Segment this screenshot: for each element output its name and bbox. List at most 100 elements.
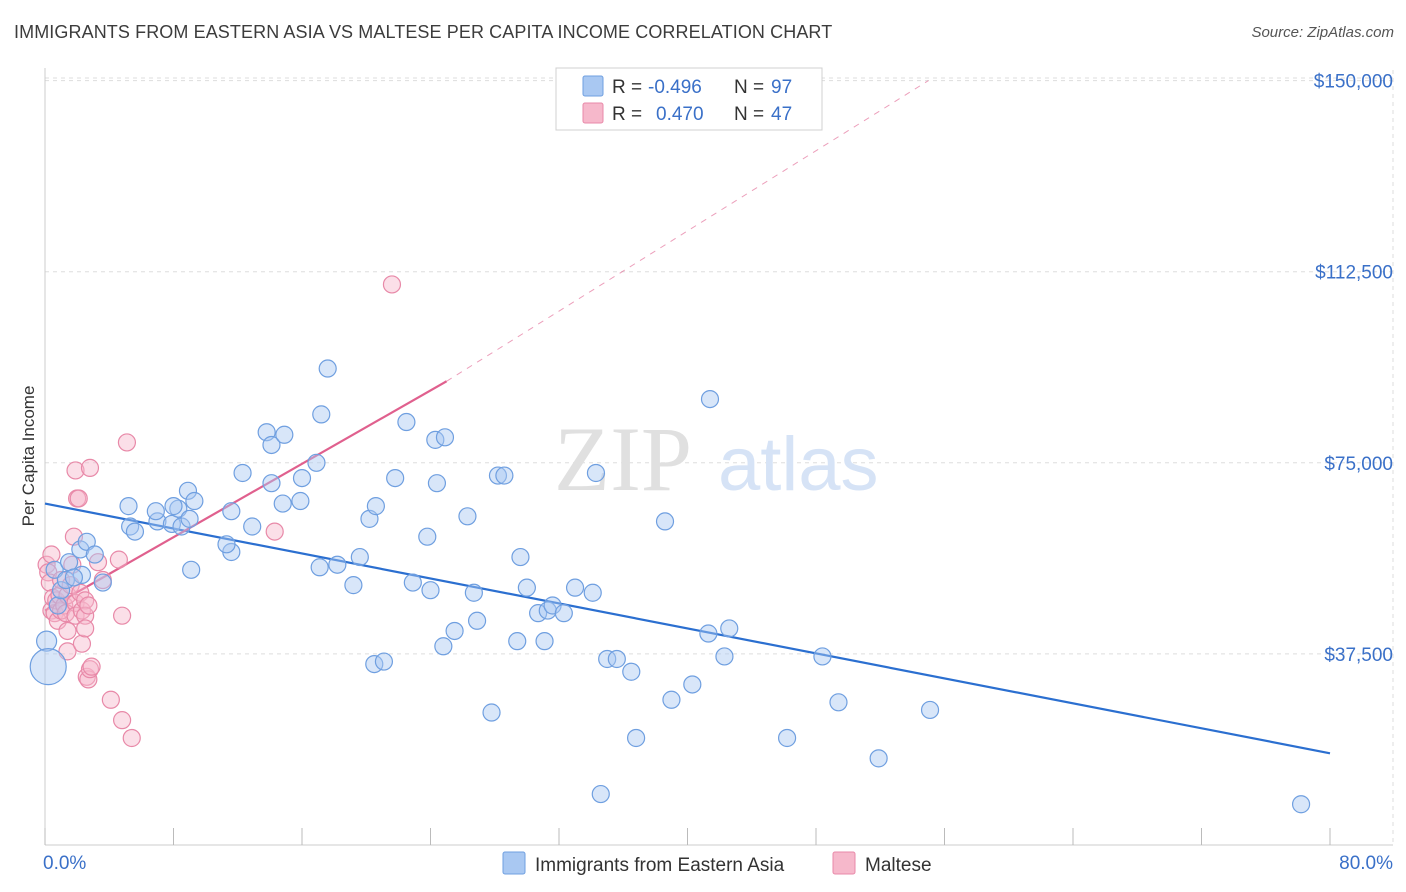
eastern-asia-point: [350, 547, 369, 567]
eastern-asia-point: [51, 581, 71, 600]
maltese-point: [101, 690, 120, 709]
eastern-asia-point: [869, 749, 888, 768]
eastern-asia-point: [622, 662, 641, 681]
eastern-asia-point: [586, 463, 606, 483]
eastern-asia-point: [1291, 795, 1311, 814]
eastern-asia-point: [64, 568, 84, 587]
maltese-point: [51, 601, 71, 620]
watermark: ZIP atlas: [554, 408, 879, 510]
eastern-asia-point: [607, 649, 626, 669]
legend-n-value: 97: [771, 77, 792, 98]
eastern-asia-point: [583, 583, 602, 602]
eastern-asia-point: [262, 474, 281, 493]
y-tick-label: $75,000: [1324, 454, 1393, 475]
eastern-asia-point: [720, 619, 739, 638]
eastern-asia-point: [683, 675, 702, 694]
legend-swatch-pink: [582, 102, 604, 124]
eastern-asia-point: [508, 632, 527, 651]
eastern-asia-point: [36, 630, 58, 652]
eastern-asia-point: [344, 576, 363, 595]
eastern-asia-point: [182, 560, 201, 579]
eastern-asia-point: [374, 652, 394, 671]
eastern-asia-point: [418, 527, 437, 546]
eastern-asia-point: [554, 604, 573, 623]
maltese-point: [69, 489, 88, 508]
maltese-point: [76, 591, 95, 610]
maltese-point: [79, 596, 98, 615]
eastern-asia-point: [180, 509, 199, 528]
y-tick-label: $150,000: [1314, 72, 1393, 93]
eastern-asia-point: [233, 463, 252, 483]
series-swatch-blue: [502, 851, 526, 875]
axes: [44, 68, 1393, 846]
eastern-asia-point: [715, 647, 734, 666]
series-label-maltese: Maltese: [865, 855, 932, 876]
eastern-asia-point: [121, 517, 140, 536]
eastern-asia-point: [488, 466, 508, 485]
eastern-asia-point: [421, 581, 440, 600]
eastern-asia-point: [403, 573, 422, 592]
eastern-asia-point: [434, 637, 453, 656]
maltese-point: [58, 642, 77, 661]
maltese-point: [112, 606, 132, 625]
maltese-point: [76, 619, 95, 638]
eastern-asia-point: [222, 502, 241, 521]
eastern-asia-point: [178, 481, 198, 500]
eastern-asia-point: [292, 468, 312, 488]
eastern-asia-point: [243, 517, 262, 536]
watermark-zip: ZIP: [554, 408, 692, 510]
eastern-asia-point: [427, 474, 447, 493]
eastern-asia-point: [312, 405, 331, 424]
eastern-asia-point: [511, 547, 530, 567]
eastern-asia-point: [262, 435, 281, 455]
eastern-asia-point: [517, 578, 536, 597]
maltese-point: [122, 728, 141, 748]
eastern-asia-point: [445, 621, 464, 641]
eastern-asia-point: [482, 703, 501, 722]
eastern-asia-point: [318, 359, 337, 378]
maltese-point: [117, 433, 137, 452]
eastern-asia-point: [700, 390, 720, 409]
maltese-point: [42, 545, 61, 564]
legend-r-value: -0.496: [648, 77, 702, 98]
eastern-asia-trend-line: [44, 502, 1331, 755]
trend-lines: [44, 80, 1331, 755]
gridlines: [45, 70, 1394, 845]
eastern-asia-point: [467, 611, 487, 630]
maltese-points: [37, 275, 402, 748]
eastern-asia-point: [813, 647, 832, 666]
eastern-asia-point: [185, 491, 204, 511]
y-tick-labels: $37,500 $75,000 $112,500 $150,000: [1314, 72, 1393, 666]
maltese-point: [80, 458, 100, 477]
eastern-asia-point: [85, 545, 104, 564]
series-swatch-pink: [832, 851, 856, 875]
maltese-point: [82, 657, 101, 676]
eastern-asia-point: [458, 507, 477, 526]
maltese-point: [112, 711, 132, 730]
eastern-asia-point: [164, 497, 183, 516]
eastern-asia-point: [169, 499, 188, 518]
eastern-asia-points: [29, 359, 1311, 814]
eastern-asia-point: [662, 690, 681, 709]
x-tick-label: 80.0%: [1339, 853, 1393, 874]
correlation-legend: R = -0.496 N = 97 R = 0.470 N = 47: [555, 67, 823, 131]
legend-swatch-blue: [582, 75, 604, 97]
maltese-point: [265, 522, 284, 541]
eastern-asia-point: [829, 693, 848, 712]
maltese-point: [55, 596, 74, 615]
eastern-asia-point: [777, 728, 797, 748]
y-axis-label: Per Capita Income: [19, 386, 38, 527]
maltese-trend-extension: [446, 80, 929, 382]
eastern-asia-point: [146, 502, 165, 521]
eastern-asia-point: [495, 466, 514, 485]
eastern-asia-point: [366, 497, 385, 516]
eastern-asia-point: [920, 700, 940, 720]
maltese-trend-line: [44, 380, 448, 612]
eastern-asia-point: [45, 560, 64, 579]
eastern-asia-point: [217, 535, 236, 554]
eastern-asia-point: [328, 555, 347, 574]
eastern-asia-point: [310, 558, 329, 577]
maltese-point: [382, 275, 402, 294]
maltese-point: [58, 621, 77, 641]
eastern-asia-point: [386, 468, 405, 488]
